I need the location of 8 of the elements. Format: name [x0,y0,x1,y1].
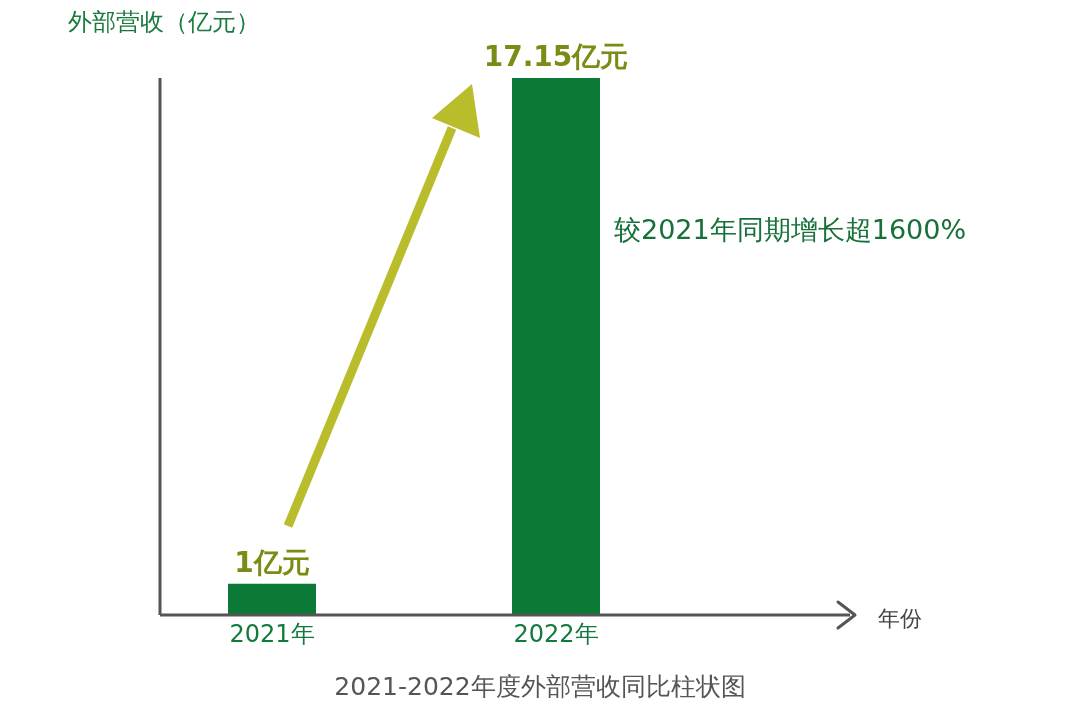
data-label: 17.15亿元 [483,40,629,73]
data-label: 1亿元 [234,545,310,579]
text: 2021-2022年度外部营收同比柱状图 [333,671,747,703]
y-axis-title: 外部营收（亿元） [68,7,260,38]
x-tick-label: 2022年 [513,620,599,649]
x-axis-title: 年份 [878,605,922,633]
x-tick-label: 2021年 [229,620,315,649]
annotation: 较2021年同期增长超1600% [614,213,967,247]
